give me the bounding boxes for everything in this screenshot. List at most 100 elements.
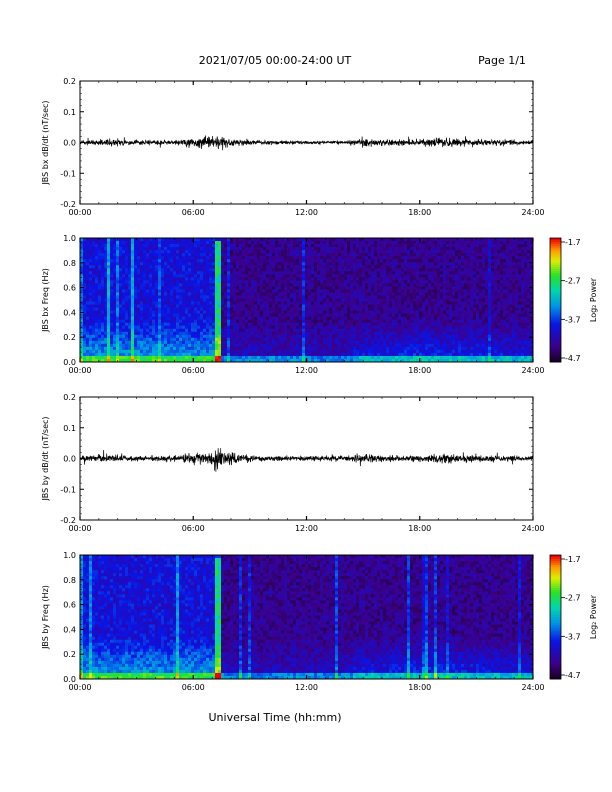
heatmap-cell <box>104 265 108 269</box>
heatmap-cell <box>188 313 192 318</box>
heatmap-cell <box>344 286 348 290</box>
heatmap-cell <box>224 304 228 308</box>
heatmap-cell <box>407 256 411 260</box>
heatmap-cell <box>398 313 402 318</box>
heatmap-cell <box>410 250 414 254</box>
heatmap-cell <box>197 355 201 360</box>
heatmap-cell <box>140 265 144 269</box>
heatmap-cell <box>266 334 270 339</box>
heatmap-cell <box>137 298 141 302</box>
heatmap-cell <box>398 301 402 305</box>
heatmap-cell <box>338 238 342 242</box>
heatmap-cell <box>212 241 216 245</box>
heatmap-cell <box>275 292 279 296</box>
heatmap-cell <box>389 337 393 342</box>
heatmap-cell <box>146 352 150 357</box>
heatmap-cell <box>410 316 414 321</box>
heatmap-cell <box>161 343 165 348</box>
heatmap-cell <box>311 238 315 242</box>
heatmap-cell <box>266 289 270 293</box>
heatmap-cell <box>239 247 243 251</box>
heatmap-cell <box>401 244 405 248</box>
heatmap-cell <box>161 250 165 254</box>
heatmap-cell <box>419 247 423 251</box>
heatmap-cell <box>413 340 417 345</box>
heatmap-cell <box>374 304 378 308</box>
heatmap-cell <box>104 262 108 266</box>
heatmap-cell <box>170 292 174 296</box>
heatmap-cell <box>344 331 348 336</box>
heatmap-cell <box>89 349 93 354</box>
heatmap-cell <box>353 349 357 354</box>
heatmap-cell <box>368 343 372 348</box>
heatmap-cell <box>122 280 126 284</box>
heatmap-cell <box>110 280 114 284</box>
heatmap-cell <box>266 286 270 290</box>
heatmap-cell <box>212 331 216 336</box>
heatmap-cell <box>302 280 306 284</box>
heatmap-cell <box>113 274 117 278</box>
heatmap-cell <box>143 322 147 327</box>
heatmap-cell <box>437 259 441 263</box>
heatmap-cell <box>155 247 159 251</box>
heatmap-cell <box>95 295 99 299</box>
heatmap-cell <box>422 256 426 260</box>
heatmap-cell <box>227 307 231 311</box>
heatmap-cell <box>83 268 87 272</box>
heatmap-cell <box>176 283 180 287</box>
heatmap-cell <box>209 286 213 290</box>
heatmap-cell <box>338 286 342 290</box>
heatmap-cell <box>221 352 225 357</box>
heatmap-cell <box>197 325 201 330</box>
heatmap-cell <box>386 343 390 348</box>
heatmap-cell <box>101 286 105 290</box>
heatmap-cell <box>392 307 396 311</box>
heatmap-cell <box>155 298 159 302</box>
heatmap-cell <box>416 301 420 305</box>
heatmap-cell <box>284 331 288 336</box>
heatmap-cell <box>176 331 180 336</box>
heatmap-cell <box>251 259 255 263</box>
heatmap-cell <box>194 250 198 254</box>
heatmap-cell <box>419 340 423 345</box>
heatmap-cell <box>158 250 162 254</box>
heatmap-cell <box>434 346 438 351</box>
heatmap-cell <box>374 310 378 315</box>
heatmap-cell <box>299 298 303 302</box>
heatmap-cell <box>149 289 153 293</box>
heatmap-cell <box>356 286 360 290</box>
heatmap-cell <box>416 349 420 354</box>
heatmap-cell <box>152 355 156 360</box>
heatmap-cell <box>359 265 363 269</box>
heatmap-cell <box>167 256 171 260</box>
heatmap-cell <box>323 244 327 248</box>
heatmap-cell <box>392 352 396 357</box>
heatmap-cell <box>236 268 240 272</box>
heatmap-cell <box>290 334 294 339</box>
heatmap-cell <box>302 304 306 308</box>
heatmap-cell <box>185 265 189 269</box>
heatmap-cell <box>368 322 372 327</box>
heatmap-cell <box>404 334 408 339</box>
heatmap-cell <box>329 295 333 299</box>
heatmap-cell <box>350 328 354 333</box>
heatmap-cell <box>155 310 159 315</box>
heatmap-cell <box>269 331 273 336</box>
heatmap-cell <box>269 301 273 305</box>
heatmap-cell <box>158 352 162 357</box>
heatmap-cell <box>380 244 384 248</box>
heatmap-cell <box>317 271 321 275</box>
heatmap-cell <box>203 313 207 318</box>
heatmap-cell <box>374 295 378 299</box>
heatmap-cell <box>371 253 375 257</box>
heatmap-cell <box>95 289 99 293</box>
heatmap-cell <box>80 328 84 333</box>
heatmap-cell <box>107 328 111 333</box>
heatmap-cell <box>335 262 339 266</box>
heatmap-cell <box>260 358 264 363</box>
heatmap-cell <box>155 328 159 333</box>
heatmap-cell <box>89 292 93 296</box>
heatmap-cell <box>392 346 396 351</box>
heatmap-cell <box>410 349 414 354</box>
heatmap-cell <box>281 286 285 290</box>
